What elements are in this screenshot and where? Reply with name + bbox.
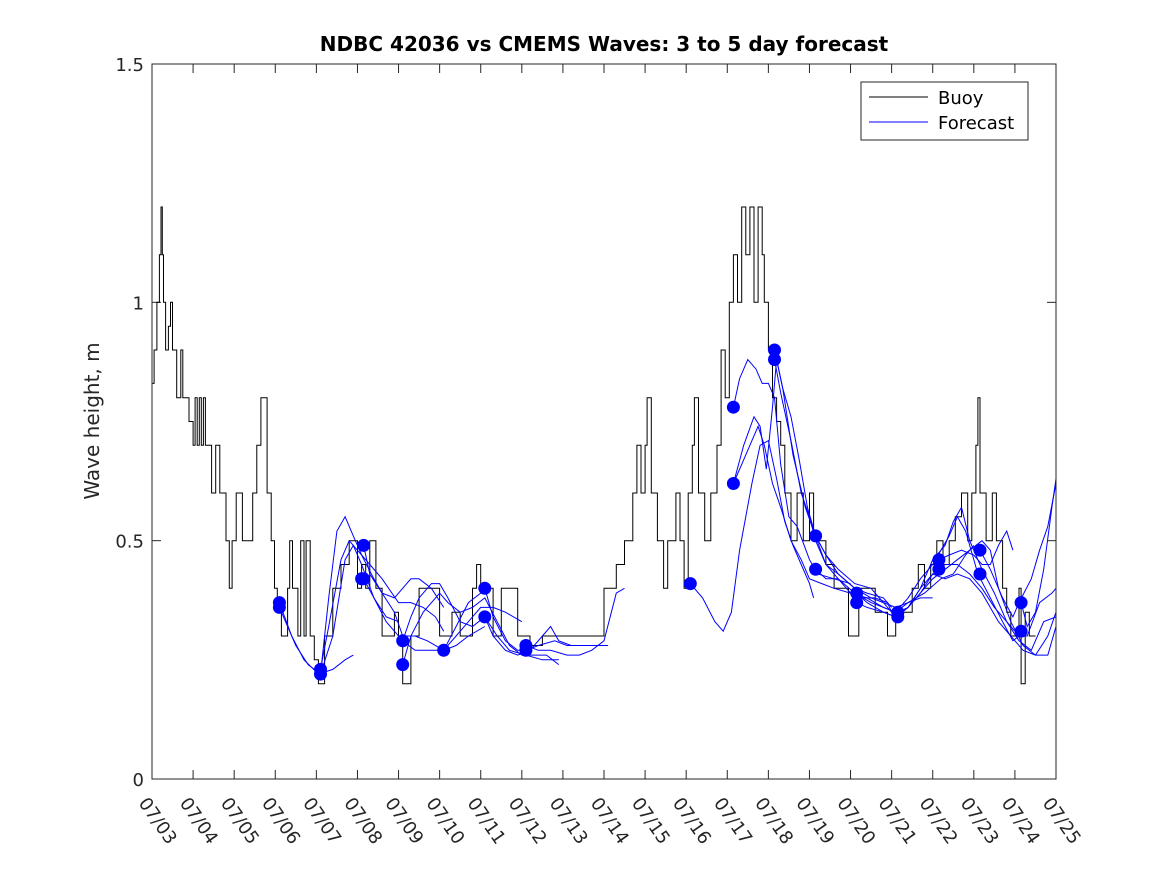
chart-title: NDBC 42036 vs CMEMS Waves: 3 to 5 day fo… — [320, 32, 889, 56]
axes-box — [151, 63, 1057, 780]
forecast-start-marker — [396, 658, 410, 672]
forecast-start-marker — [809, 562, 823, 576]
forecast-series-line — [689, 439, 815, 633]
forecast-start-marker — [1014, 596, 1028, 610]
forecast-start-marker — [932, 562, 946, 576]
y-axis-label: Wave height, m — [80, 342, 104, 499]
legend-forecast-label: Forecast — [938, 113, 1014, 134]
legend-box — [860, 81, 1029, 141]
y-tick-label: 1.5 — [115, 55, 144, 76]
forecast-start-marker — [932, 553, 946, 567]
forecast-start-marker — [726, 477, 740, 490]
forecast-start-marker — [891, 610, 905, 624]
legend: Buoy Forecast — [860, 81, 1029, 141]
forecast-series-line — [938, 529, 1014, 565]
forecast-start-marker — [519, 643, 533, 657]
forecast-start-marker — [272, 600, 286, 614]
forecast-start-marker — [726, 400, 740, 414]
forecast-series-line — [897, 540, 1057, 656]
forecast-start-marker — [437, 643, 451, 657]
forecast-start-marker — [683, 577, 697, 591]
forecast-start-marker — [478, 610, 492, 624]
forecast-start-marker — [1014, 624, 1028, 638]
y-tick-labels: 0 0.5 1 1.5 — [115, 55, 144, 791]
y-tick-label: 0 — [133, 770, 144, 791]
forecast-series-line — [484, 616, 609, 656]
forecast-series-line — [525, 587, 625, 656]
forecast-series-line — [732, 424, 893, 613]
forecast-start-marker — [850, 596, 864, 610]
y-tick-label: 1 — [133, 293, 144, 314]
plot-area — [152, 206, 1057, 685]
forecast-start-marker — [355, 572, 369, 586]
forecast-start-marker — [809, 529, 823, 543]
forecast-series-line — [278, 544, 399, 675]
axis-ticks-group — [151, 63, 1057, 780]
forecast-start-marker — [396, 634, 410, 648]
forecast-series-line — [443, 587, 596, 651]
forecast-series-line — [1020, 478, 1057, 628]
forecast-start-marker — [973, 567, 987, 581]
y-tick-label: 0.5 — [115, 532, 144, 553]
forecast-start-marker — [768, 353, 781, 366]
forecast-start-marker — [973, 543, 987, 557]
forecast-series-line — [363, 545, 486, 651]
forecast-start-marker — [314, 667, 327, 681]
forecast-start-marker — [850, 586, 864, 600]
forecast-start-marker — [768, 343, 781, 357]
forecast-start-marker — [357, 538, 371, 552]
legend-buoy-label: Buoy — [938, 88, 984, 109]
forecast-series-line — [320, 515, 445, 675]
forecast-start-marker — [478, 581, 492, 595]
forecast-series-line — [774, 349, 933, 608]
